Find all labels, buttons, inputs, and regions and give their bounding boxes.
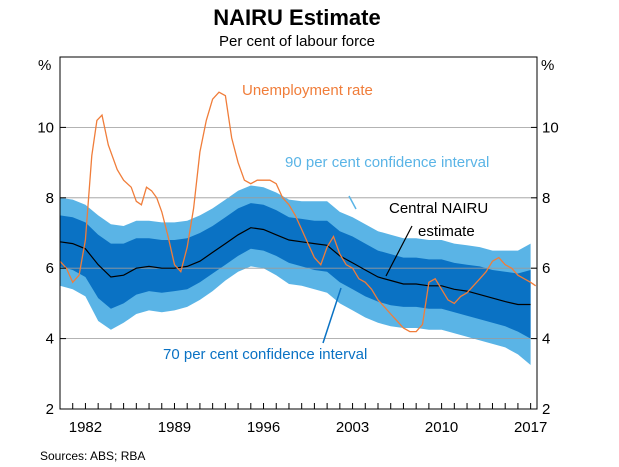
x-tick-label-1989: 1989 (158, 419, 191, 436)
y-unit-right: % (541, 57, 554, 74)
y-tick-label-left-4: 4 (46, 331, 54, 348)
nairu-line (59, 227, 531, 306)
y-tick-label-left-6: 6 (46, 260, 54, 277)
y-tick-label-right-4: 4 (542, 331, 550, 348)
band90-label: 90 per cent confidence interval (285, 154, 489, 171)
annotations: Unemployment rate 90 per cent confidence… (163, 82, 489, 363)
nairu-label-line1: Central NAIRU (389, 200, 488, 217)
unemployment-label: Unemployment rate (242, 82, 373, 99)
x-tick-label-1996: 1996 (247, 419, 280, 436)
y-tick-label-left-8: 8 (46, 190, 54, 207)
y-tick-label-left-10: 10 (37, 119, 54, 136)
x-tick-label-1982: 1982 (69, 419, 102, 436)
y-tick-label-right-6: 6 (542, 260, 550, 277)
x-tick-label-2003: 2003 (336, 419, 369, 436)
nairu-label-line2: estimate (418, 223, 475, 240)
band-70-percent (60, 203, 531, 339)
series-lines (59, 91, 537, 333)
y-unit-left: % (38, 57, 51, 74)
chart-title: NAIRU Estimate (213, 5, 380, 30)
band70-label: 70 per cent confidence interval (163, 346, 367, 363)
band-90-percent (60, 185, 531, 365)
y-tick-label-left-2: 2 (46, 401, 54, 418)
source-note: Sources: ABS; RBA (40, 449, 145, 463)
axis-ticks: 2 2 4 4 6 6 8 8 10 10 1982 1989 1996 2003 2010 2017 (37, 119, 558, 436)
unemployment-line (59, 91, 537, 333)
nairu-pointer (385, 225, 413, 277)
band70-pointer (322, 287, 342, 344)
y-tick-label-right-10: 10 (542, 119, 559, 136)
chart-subtitle: Per cent of labour force (219, 33, 375, 50)
band90-pointer (348, 195, 357, 210)
confidence-bands (60, 185, 531, 365)
x-tick-label-2017: 2017 (514, 419, 547, 436)
plot-frame (59, 56, 538, 410)
y-tick-label-right-8: 8 (542, 190, 550, 207)
x-tick-label-2010: 2010 (425, 419, 458, 436)
y-tick-label-right-2: 2 (542, 401, 550, 418)
